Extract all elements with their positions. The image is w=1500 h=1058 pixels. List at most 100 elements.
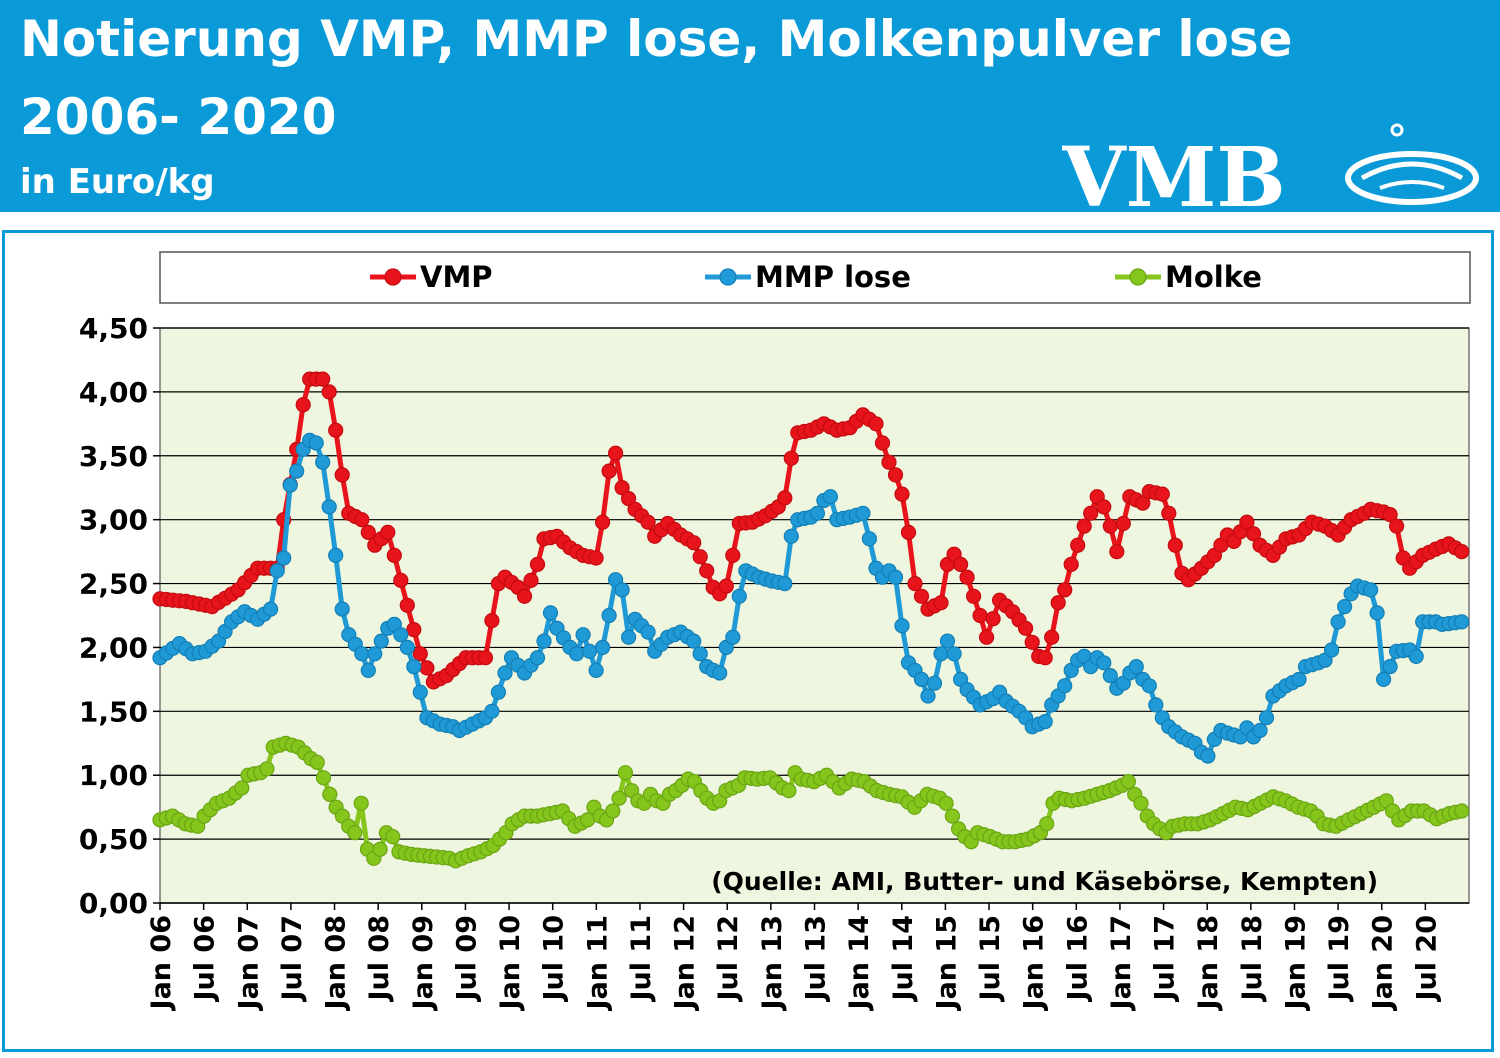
data-point xyxy=(686,633,702,649)
data-point xyxy=(777,490,793,506)
y-tick-label: 2,50 xyxy=(79,568,148,601)
data-point xyxy=(334,467,350,483)
data-point xyxy=(1388,518,1405,534)
data-point xyxy=(1141,678,1157,694)
data-point xyxy=(946,646,962,662)
vmb-logo-swirl-icon xyxy=(1345,123,1479,205)
data-point xyxy=(1037,713,1053,730)
data-point xyxy=(1135,495,1151,511)
data-point xyxy=(1336,598,1353,615)
data-point xyxy=(718,578,734,594)
data-point xyxy=(972,607,988,624)
data-point xyxy=(295,397,311,413)
data-point xyxy=(1109,543,1125,560)
x-tick-label: Jan 18 xyxy=(1193,915,1224,1011)
data-point xyxy=(601,607,617,624)
data-point xyxy=(263,601,279,617)
data-point xyxy=(1167,537,1183,553)
data-point xyxy=(1102,667,1118,684)
data-point xyxy=(321,499,337,515)
data-point xyxy=(781,782,797,799)
data-point xyxy=(1323,642,1340,658)
legend-label: Molke xyxy=(1165,260,1262,294)
data-point xyxy=(605,803,621,819)
data-point xyxy=(1057,582,1073,598)
data-point xyxy=(1039,816,1055,832)
y-tick-label: 4,50 xyxy=(79,312,148,345)
data-point xyxy=(406,658,422,675)
data-point xyxy=(938,795,954,811)
data-point xyxy=(360,662,376,679)
data-point xyxy=(321,384,337,400)
x-tick-label: Jul 06 xyxy=(190,915,221,1003)
data-point xyxy=(1258,710,1275,726)
data-point xyxy=(1024,634,1040,650)
y-tick-label: 2,00 xyxy=(79,631,148,664)
data-point xyxy=(620,629,637,645)
data-point xyxy=(1083,505,1099,521)
x-tick-label: Jan 10 xyxy=(495,915,526,1011)
x-tick-label: Jul 15 xyxy=(975,915,1006,1003)
data-point xyxy=(399,597,415,613)
data-point xyxy=(1362,582,1379,598)
data-point xyxy=(731,588,747,604)
data-point xyxy=(985,611,1001,627)
data-point xyxy=(1115,515,1131,532)
data-point xyxy=(822,489,839,505)
data-point xyxy=(568,646,585,662)
data-point xyxy=(1120,773,1137,790)
data-point xyxy=(385,828,401,845)
data-point xyxy=(588,662,604,679)
data-point xyxy=(1063,556,1079,573)
data-point xyxy=(874,435,891,451)
data-point xyxy=(887,467,904,483)
data-point xyxy=(354,512,370,528)
data-point xyxy=(373,633,389,649)
data-point xyxy=(978,629,995,645)
data-point xyxy=(490,684,506,700)
data-point xyxy=(1408,648,1424,665)
data-point xyxy=(328,422,344,438)
data-point xyxy=(393,627,409,643)
vmb-logo-text: VMB xyxy=(1062,130,1286,214)
data-point xyxy=(1070,537,1086,553)
data-point xyxy=(952,556,969,573)
x-tick-label: Jan 13 xyxy=(757,915,788,1011)
data-point xyxy=(777,575,793,592)
x-tick-label: Jul 16 xyxy=(1062,915,1093,1003)
data-point xyxy=(315,371,331,387)
data-point xyxy=(881,454,897,470)
data-point xyxy=(692,646,708,662)
data-point xyxy=(1050,595,1066,611)
x-tick-label: Jul 14 xyxy=(888,915,919,1003)
legend-swatch-marker xyxy=(719,268,737,286)
data-point xyxy=(725,629,741,645)
data-point xyxy=(536,633,552,649)
data-point xyxy=(725,547,741,564)
x-tick-label: Jan 09 xyxy=(408,915,439,1011)
data-point xyxy=(269,563,285,579)
series-mmp-lose xyxy=(152,432,1470,764)
data-point xyxy=(920,688,936,704)
data-point xyxy=(419,660,435,676)
x-tick-label: Jul 19 xyxy=(1324,915,1355,1003)
data-point xyxy=(913,671,930,688)
data-point xyxy=(412,684,428,700)
y-tick-label: 3,50 xyxy=(79,440,148,473)
data-point xyxy=(1017,620,1034,636)
data-point xyxy=(1375,671,1392,688)
data-point xyxy=(289,463,305,479)
data-point xyxy=(1200,748,1216,764)
data-point xyxy=(607,445,624,461)
data-point xyxy=(614,582,630,598)
data-point xyxy=(484,612,500,629)
data-point xyxy=(809,505,826,521)
y-tick-label: 4,00 xyxy=(79,376,148,409)
x-tick-label: Jan 07 xyxy=(233,915,264,1011)
data-point xyxy=(617,765,634,781)
data-point xyxy=(1330,614,1346,630)
data-point xyxy=(965,588,982,604)
data-point xyxy=(611,790,627,806)
chart-unit-subtitle: in Euro/kg xyxy=(20,162,215,202)
